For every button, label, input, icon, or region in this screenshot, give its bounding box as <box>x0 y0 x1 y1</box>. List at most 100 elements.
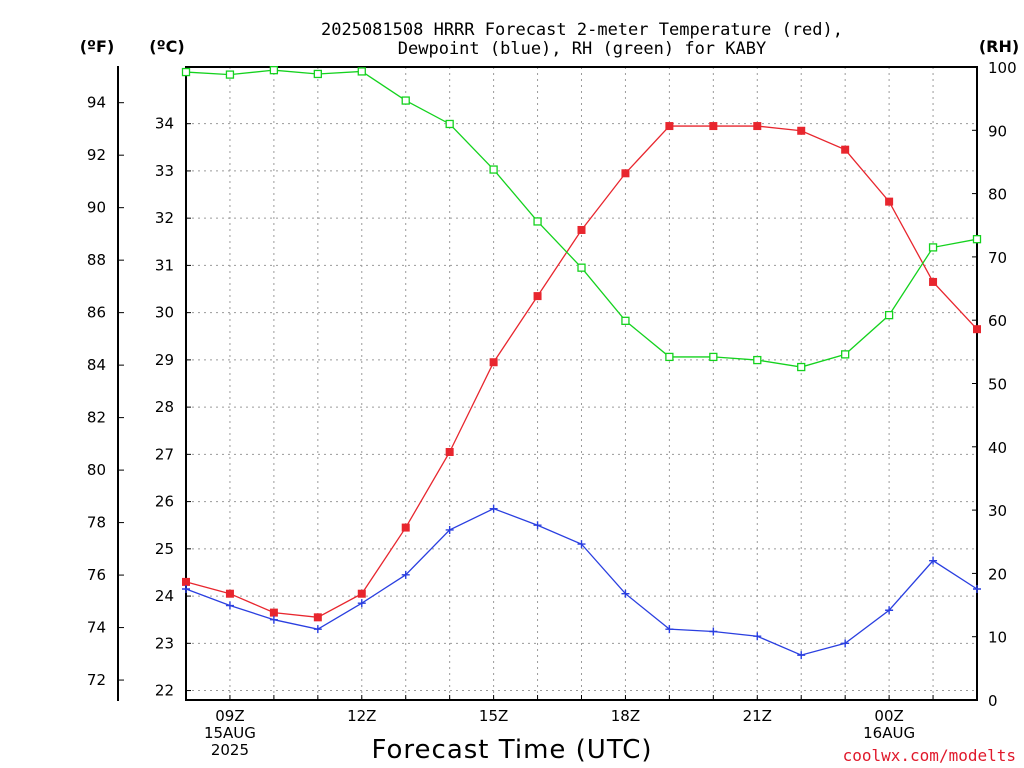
dewpoint-point <box>269 615 278 624</box>
rh-axis-unit: (RH) <box>979 37 1019 56</box>
dewpoint-point <box>445 525 454 534</box>
rh-tick-label: 80 <box>988 186 1007 204</box>
temperature-point <box>401 523 410 532</box>
celsius-tick-label: 24 <box>155 587 174 605</box>
temperature-point <box>577 225 586 234</box>
celsius-tick-label: 25 <box>155 540 174 558</box>
celsius-tick-label: 32 <box>155 209 174 227</box>
temperature-point <box>533 292 542 301</box>
rh-point <box>621 316 630 325</box>
rh-point <box>401 96 410 105</box>
fahrenheit-tick-label: 72 <box>87 671 106 689</box>
fahrenheit-tick-label: 86 <box>87 304 106 322</box>
fahrenheit-tick-label: 88 <box>87 251 106 269</box>
rh-tick-label: 70 <box>988 249 1007 267</box>
temperature-point <box>621 169 630 178</box>
dewpoint-point <box>709 627 718 636</box>
temperature-point <box>929 277 938 286</box>
celsius-tick-label: 31 <box>155 256 174 274</box>
dewpoint-point <box>929 556 938 565</box>
credit-text: coolwx.com/modelts <box>843 746 1016 765</box>
x-tick-label: 00Z <box>874 707 903 725</box>
dewpoint-point <box>357 599 366 608</box>
dewpoint-point <box>225 601 234 610</box>
temperature-point <box>709 122 718 131</box>
rh-tick-label: 50 <box>988 376 1007 394</box>
rh-tick-label: 60 <box>988 312 1007 330</box>
fahrenheit-tick-label: 74 <box>87 619 106 637</box>
temperature-point <box>753 122 762 131</box>
plot-frame <box>185 66 978 701</box>
fahrenheit-tick-label: 84 <box>87 356 106 374</box>
temperature-point <box>973 325 981 334</box>
celsius-tick-label: 33 <box>155 162 174 180</box>
celsius-tick-label: 30 <box>155 304 174 322</box>
dewpoint-point <box>489 504 498 513</box>
x-tick-label: 21Z <box>743 707 772 725</box>
rh-tick-label: 90 <box>988 122 1007 140</box>
fahrenheit-tick-label: 92 <box>87 146 106 164</box>
series-layer <box>181 66 982 660</box>
rh-tick-label: 10 <box>988 629 1007 647</box>
rh-point <box>533 217 542 226</box>
rh-point <box>313 69 322 79</box>
dewpoint-point <box>313 625 322 634</box>
rh-point <box>972 235 982 244</box>
chart-title-line-1: 2025081508 HRRR Forecast 2-meter Tempera… <box>321 20 843 40</box>
rh-point <box>928 243 938 252</box>
temperature-point <box>665 122 674 131</box>
celsius-tick-label: 28 <box>155 398 174 416</box>
rh-point <box>709 352 718 362</box>
x-tick-label: 2025 <box>211 741 249 759</box>
rh-point <box>884 310 894 320</box>
temperature-point <box>797 126 806 135</box>
rh-point <box>797 362 806 372</box>
fahrenheit-tick-label: 94 <box>87 94 106 112</box>
dewpoint-point <box>533 521 542 530</box>
rh-point <box>489 165 498 174</box>
rh-tick-label: 100 <box>988 59 1017 77</box>
dewpoint-point <box>885 606 894 615</box>
chart-title-line-2: Dewpoint (blue), RH (green) for KABY <box>398 39 766 59</box>
temperature-point <box>885 197 894 206</box>
dewpoint-point <box>753 632 762 641</box>
dewpoint-point <box>577 540 586 549</box>
temperature-point <box>225 589 234 598</box>
rh-tick-label: 0 <box>988 692 998 710</box>
x-tick-label: 09Z <box>215 707 244 725</box>
celsius-tick-label: 26 <box>155 493 174 511</box>
rh-tick-label: 20 <box>988 565 1007 583</box>
x-tick-label: 12Z <box>347 707 376 725</box>
temperature-point <box>445 447 454 456</box>
rh-tick-label: 40 <box>988 439 1007 457</box>
temperature-point <box>182 577 190 586</box>
celsius-tick-label: 23 <box>155 634 174 652</box>
x-tick-label: 15AUG <box>204 724 256 742</box>
temperature-point <box>841 145 850 154</box>
temperature-point <box>489 358 498 367</box>
dewpoint-point <box>665 625 674 634</box>
celsius-tick-label: 22 <box>155 682 174 700</box>
celsius-tick-label: 29 <box>155 351 174 369</box>
fahrenheit-tick-label: 76 <box>87 566 106 584</box>
temperature-point <box>313 613 322 622</box>
dewpoint-point <box>621 589 630 598</box>
celsius-tick-label: 27 <box>155 445 174 463</box>
celsius-axis-unit: (ºC) <box>149 37 184 56</box>
rh-point <box>753 355 762 365</box>
grid <box>186 67 977 700</box>
fahrenheit-axis-unit: (ºF) <box>80 37 115 56</box>
fahrenheit-tick-label: 82 <box>87 409 106 427</box>
fahrenheit-tick-label: 80 <box>87 461 106 479</box>
rh-point <box>357 67 366 76</box>
rh-point <box>841 350 850 359</box>
dewpoint-point <box>401 570 410 579</box>
x-tick-label: 15Z <box>479 707 508 725</box>
celsius-tick-label: 34 <box>155 115 174 133</box>
rh-point <box>225 70 235 79</box>
fahrenheit-tick-label: 90 <box>87 199 106 217</box>
axes: 22 23 24 25 26 27 28 29 30 31 32 33 34 72 74 76 78 80 82 84… <box>87 59 1017 759</box>
dewpoint-point <box>797 651 806 660</box>
temperature-point <box>357 589 366 598</box>
